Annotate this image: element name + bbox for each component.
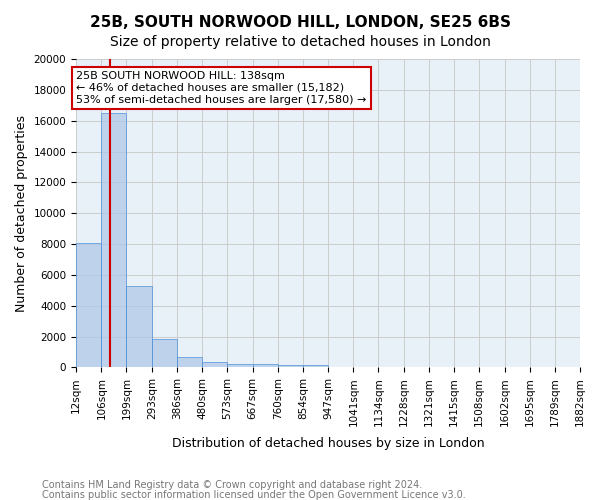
Text: 25B, SOUTH NORWOOD HILL, LONDON, SE25 6BS: 25B, SOUTH NORWOOD HILL, LONDON, SE25 6B… <box>89 15 511 30</box>
Bar <box>227 364 253 368</box>
Bar <box>101 113 127 368</box>
Text: Size of property relative to detached houses in London: Size of property relative to detached ho… <box>110 35 490 49</box>
Y-axis label: Number of detached properties: Number of detached properties <box>15 114 28 312</box>
Bar <box>177 356 202 368</box>
Bar <box>303 365 328 368</box>
Bar <box>152 339 177 368</box>
Bar <box>278 364 303 368</box>
Bar <box>76 242 101 368</box>
X-axis label: Distribution of detached houses by size in London: Distribution of detached houses by size … <box>172 437 484 450</box>
Text: Contains HM Land Registry data © Crown copyright and database right 2024.: Contains HM Land Registry data © Crown c… <box>42 480 422 490</box>
Text: 25B SOUTH NORWOOD HILL: 138sqm
← 46% of detached houses are smaller (15,182)
53%: 25B SOUTH NORWOOD HILL: 138sqm ← 46% of … <box>76 72 367 104</box>
Bar <box>253 364 278 368</box>
Bar <box>202 362 227 368</box>
Bar <box>127 286 152 368</box>
Text: Contains public sector information licensed under the Open Government Licence v3: Contains public sector information licen… <box>42 490 466 500</box>
